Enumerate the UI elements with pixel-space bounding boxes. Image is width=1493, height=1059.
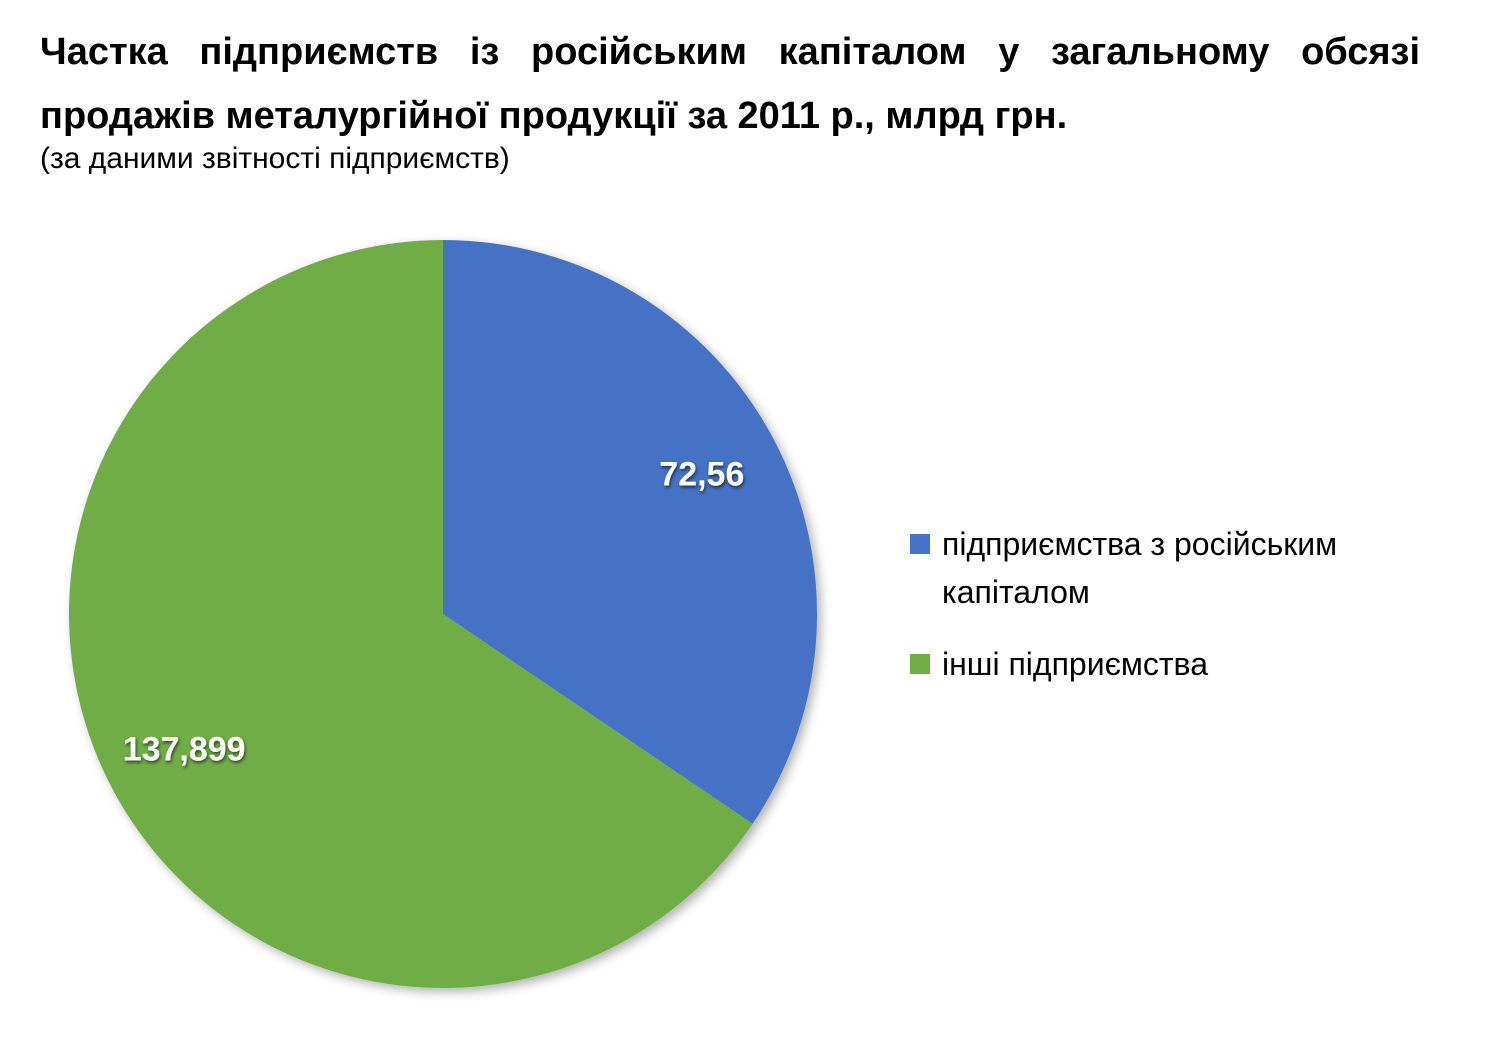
- data-label: 137,899: [123, 730, 246, 768]
- legend-item: інші підприємства: [910, 640, 1450, 688]
- legend: підприємства з російським капіталом інші …: [910, 520, 1450, 712]
- labels: 72,56 137,899: [123, 456, 745, 769]
- data-label: 72,56: [659, 456, 744, 494]
- chart-subtitle: (за даними звітності підприємств): [40, 142, 510, 175]
- legend-label: інші підприємства: [942, 646, 1208, 682]
- legend-swatch: [910, 534, 930, 554]
- legend-item: підприємства з російським капіталом: [910, 520, 1450, 616]
- chart-title: Частка підприємств із російським капітал…: [40, 31, 1420, 137]
- pie-slice: [69, 240, 753, 988]
- pie-slice: [443, 240, 817, 824]
- pie: [69, 240, 817, 988]
- legend-swatch: [910, 654, 930, 674]
- legend-label: підприємства з російським капіталом: [942, 526, 1338, 610]
